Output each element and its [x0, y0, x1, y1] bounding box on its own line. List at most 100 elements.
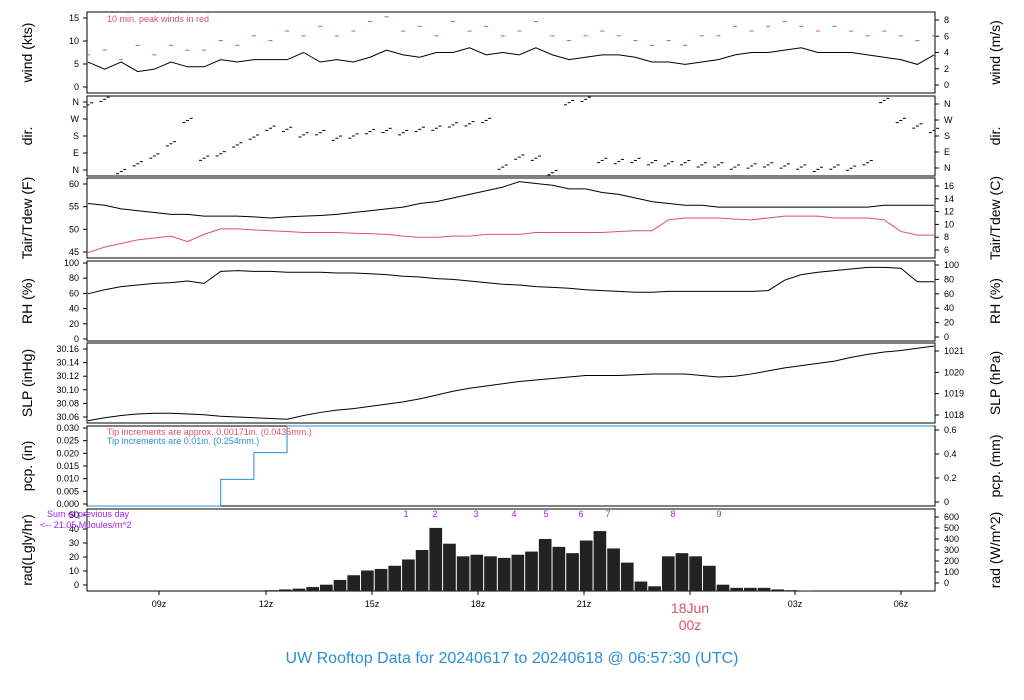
- panel-rad: 010203040500100200300400500600rad(Lgly/h…: [19, 508, 1003, 592]
- series-line-slp: [87, 345, 935, 422]
- y-tick-label-left: 80: [69, 273, 79, 283]
- y-tick-label-left: 100: [64, 258, 79, 268]
- y-axis-label-right: RH (%): [987, 278, 1003, 324]
- radiation-bar: [320, 584, 333, 591]
- y-tick-label-left: 0.005: [56, 486, 79, 496]
- y-tick-label-left: 30.14: [56, 358, 79, 368]
- y-tick-label-left: 15: [69, 13, 79, 23]
- y-tick-label-right: 200: [944, 556, 959, 566]
- y-tick-label-left: 40: [69, 524, 79, 534]
- y-tick-label-left: 0.025: [56, 436, 79, 446]
- y-tick-label-right: 2: [944, 64, 949, 74]
- y-tick-label-right: 100: [944, 260, 959, 270]
- peak-winds-note: 10 min. peak winds in red: [107, 14, 209, 24]
- x-date-label: 18Jun: [671, 600, 709, 616]
- y-tick-label-left: 30.12: [56, 371, 79, 381]
- panel-slp: 30.06 30.08 30.10 30.12 30.14 30.16 1018 1019 10…: [19, 342, 1003, 424]
- y-tick-label-right: S: [944, 131, 950, 141]
- radiation-bar: [785, 590, 798, 591]
- y-tick-label-left: S: [73, 131, 79, 141]
- radiation-bar: [484, 556, 497, 591]
- panel-temp: 45 50 55 60 6 8 10 12 14 16 Tair/Tdew (F) Tair/Tdew…: [19, 176, 1003, 260]
- x-tick-label: 18z: [471, 599, 486, 609]
- y-tick-label-left: 30.16: [56, 344, 79, 354]
- radiation-bar: [456, 556, 470, 591]
- panel-frame: [86, 342, 936, 424]
- y-tick-label-right: 0: [944, 497, 949, 507]
- panel-frame: [86, 177, 936, 259]
- radiation-bar: [634, 581, 648, 591]
- radiation-bar: [443, 543, 456, 591]
- y-tick-label-right: 500: [944, 523, 959, 533]
- y-tick-label-right: 0.6: [944, 425, 957, 435]
- y-axis-label-right: dir.: [987, 127, 1003, 146]
- radiation-bar: [675, 553, 689, 591]
- hour-marker: 4: [511, 509, 516, 519]
- x-tick-label: 09z: [152, 599, 167, 609]
- hour-marker: 8: [670, 509, 675, 519]
- radiation-bar: [566, 553, 579, 591]
- radiation-bar: [702, 565, 716, 591]
- y-tick-label-right: 0.4: [944, 449, 957, 459]
- hour-marker: 5: [543, 509, 548, 519]
- y-axis-label-right: wind (m/s): [987, 20, 1003, 86]
- figure-title: UW Rooftop Data for 20240617 to 20240618…: [285, 650, 739, 667]
- hour-marker: 7: [605, 509, 610, 519]
- y-tick-label-left: 30: [69, 538, 79, 548]
- y-tick-label-left: 0.010: [56, 474, 79, 484]
- y-tick-label-left: 0: [74, 580, 79, 590]
- y-tick-label-right: N: [944, 99, 951, 109]
- panel-pcp: 0.000 0.005 0.010 0.015 0.020 0.025 0.030 0 0.2 0…: [19, 423, 1003, 509]
- y-tick-label-right: 600: [944, 512, 959, 522]
- radiation-bar: [771, 589, 785, 591]
- y-axis-label-left: SLP (inHg): [19, 349, 35, 417]
- hour-marker: 6: [578, 509, 583, 519]
- y-axis-label-left: wind (kts): [19, 23, 35, 84]
- y-tick-label-left: 55: [69, 202, 79, 212]
- radiation-bar: [525, 551, 538, 591]
- y-tick-label-left: 50: [69, 224, 79, 234]
- y-axis-label-left: rad(Lgly/hr): [19, 514, 35, 586]
- y-axis-label-left: pcp. (in): [19, 441, 35, 492]
- hour-marker: 9: [716, 509, 721, 519]
- y-axis-label-right: Tair/Tdew (C): [987, 176, 1003, 260]
- y-tick-label-left: E: [73, 148, 79, 158]
- y-tick-label-left: 60: [69, 288, 79, 298]
- radiation-bar: [593, 531, 607, 591]
- radiation-bar: [402, 559, 415, 591]
- x-tick-label: 12z: [259, 599, 274, 609]
- radiation-bar: [429, 527, 443, 591]
- tip-increment-note-blue: Tip increments are 0.01in. (0.254mm.): [107, 436, 259, 446]
- y-tick-label-right: 6: [944, 31, 949, 41]
- radiation-bar: [306, 587, 320, 591]
- y-tick-label-right: 8: [944, 232, 949, 242]
- series-line-temp: [87, 181, 934, 219]
- y-tick-label-left: 0: [74, 334, 79, 344]
- y-tick-label-right: 1019: [944, 389, 964, 399]
- radiation-bar: [620, 562, 634, 591]
- panel-frame: [86, 260, 936, 342]
- y-tick-label-right: 20: [944, 318, 954, 328]
- x-tick-label: 06z: [894, 599, 909, 609]
- y-tick-label-left: 30.08: [56, 398, 79, 408]
- panel-frame: [86, 95, 936, 177]
- y-tick-label-left: 20: [69, 319, 79, 329]
- hour-marker: 3: [473, 509, 478, 519]
- y-tick-label-left: W: [71, 114, 80, 124]
- tip-increment-note-red: Tip increments are approx. 0.00171in. (0…: [107, 427, 312, 437]
- hour-marker: 2: [432, 509, 437, 519]
- y-tick-label-right: 0: [944, 80, 949, 90]
- y-tick-label-right: 400: [944, 534, 959, 544]
- y-tick-label-right: 80: [944, 274, 954, 284]
- radiation-bar: [415, 550, 429, 591]
- radiation-bar: [716, 584, 730, 591]
- radiation-bar: [265, 590, 278, 591]
- radiation-bar: [607, 548, 620, 591]
- panel-wind: 0 5 10 15 0 2 4 6 8 wind (kts) wind (m/s) 10 min. p…: [19, 11, 1003, 94]
- radiation-bar: [511, 554, 525, 591]
- y-tick-label-right: 8: [944, 15, 949, 25]
- radiation-bar: [374, 568, 388, 591]
- y-tick-label-left: 30.06: [56, 412, 79, 422]
- radiation-bar: [278, 589, 292, 591]
